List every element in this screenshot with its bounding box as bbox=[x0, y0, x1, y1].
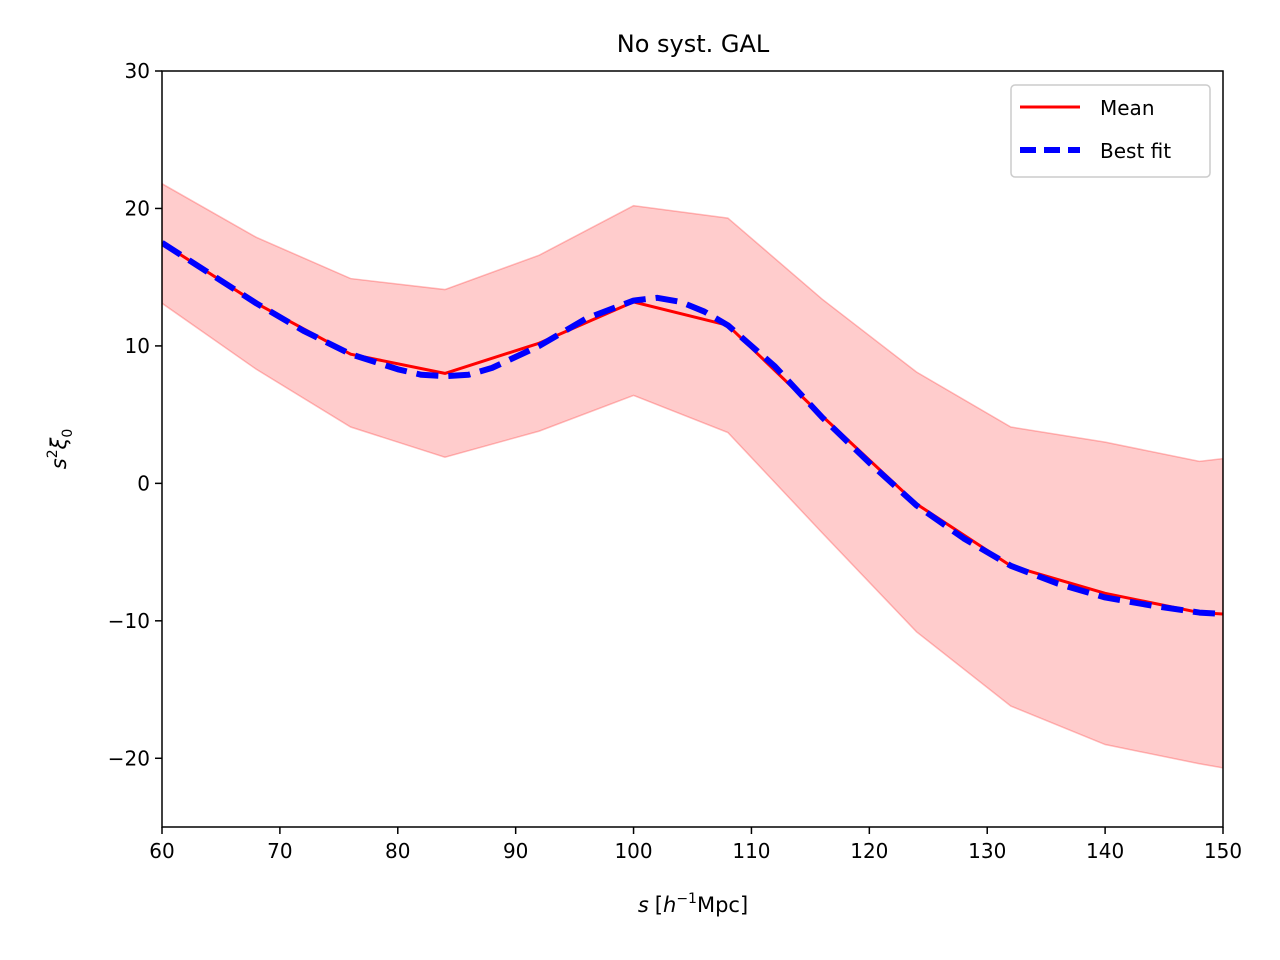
series-line-1 bbox=[162, 240, 1223, 617]
legend: Mean Best fit bbox=[1010, 84, 1211, 178]
y-tick-label: 20 bbox=[125, 196, 150, 220]
x-tick-label: 110 bbox=[732, 839, 770, 863]
plot-area: 60 70 80 90 100 110 120 130 140 150 −20 −10 0 10 20 30 bbox=[108, 59, 1242, 863]
legend-label-mean: Mean bbox=[1100, 96, 1155, 120]
legend-label-best-fit: Best fit bbox=[1100, 139, 1171, 163]
x-label-h: h bbox=[663, 893, 676, 917]
x-label-open: [ bbox=[655, 893, 663, 917]
x-label-exp: −1 bbox=[676, 891, 697, 907]
chart-title: No syst. GAL bbox=[617, 30, 770, 58]
x-tick-label: 150 bbox=[1204, 839, 1242, 863]
x-tick-label: 140 bbox=[1086, 839, 1124, 863]
y-label-sup: 2 bbox=[45, 449, 61, 458]
y-tick-label: 30 bbox=[125, 59, 150, 83]
axes-frame bbox=[161, 70, 1224, 828]
y-label-base: s bbox=[47, 458, 71, 469]
y-tick-label: 0 bbox=[137, 471, 150, 495]
uncertainty-band bbox=[162, 182, 1223, 769]
x-label-close: ] bbox=[740, 893, 748, 917]
x-tick-label: 80 bbox=[385, 839, 410, 863]
x-tick-label: 130 bbox=[968, 839, 1006, 863]
y-label-sub: 0 bbox=[60, 429, 76, 438]
y-axis-label: s2ξ0 bbox=[45, 429, 76, 470]
x-tick-label: 90 bbox=[503, 839, 528, 863]
y-tick-label: −20 bbox=[108, 746, 150, 770]
x-tick-label: 100 bbox=[614, 839, 652, 863]
y-tick-label: −10 bbox=[108, 609, 150, 633]
x-label-unit: Mpc bbox=[697, 893, 740, 917]
y-label-xi: ξ bbox=[47, 437, 71, 450]
x-label-var: s bbox=[638, 893, 649, 917]
x-tick-label: 60 bbox=[149, 839, 174, 863]
x-tick-label: 70 bbox=[267, 839, 292, 863]
x-tick-label: 120 bbox=[850, 839, 888, 863]
y-tick-label: 10 bbox=[125, 334, 150, 358]
x-axis-label: s [h−1Mpc] bbox=[638, 891, 748, 917]
